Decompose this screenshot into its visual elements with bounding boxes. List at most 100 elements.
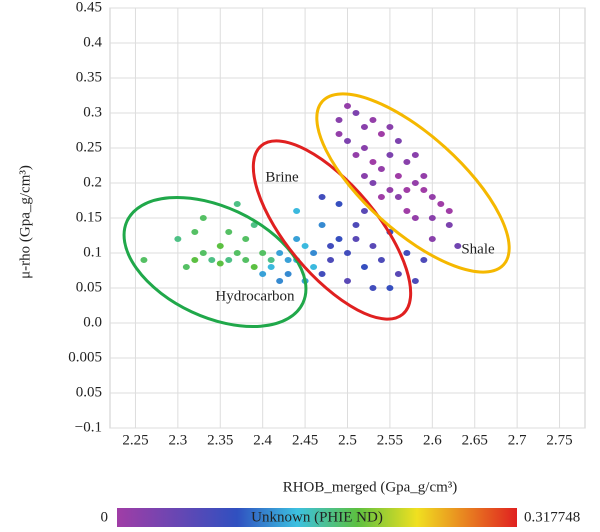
point	[174, 236, 182, 242]
point	[386, 285, 394, 291]
point	[182, 264, 190, 270]
x-axis-title: RHOB_merged (Gpa_g/cm³)	[283, 479, 458, 495]
point	[335, 236, 343, 242]
x-tick-label: 2.35	[207, 432, 233, 448]
point	[386, 152, 394, 158]
point	[411, 278, 419, 284]
point	[259, 250, 267, 256]
point	[369, 180, 377, 186]
colorbar-label: Unknown (PHIE ND)	[251, 509, 383, 525]
point	[403, 250, 411, 256]
point	[284, 271, 292, 277]
y-tick-label: 0.4	[83, 34, 102, 50]
point	[411, 215, 419, 221]
point	[454, 243, 462, 249]
point	[386, 187, 394, 193]
annotation: Hydrocarbon	[215, 288, 295, 304]
y-tick-label: 0.45	[76, 0, 102, 15]
point	[208, 257, 216, 263]
y-tick-label: 0.05	[76, 384, 102, 400]
point	[199, 250, 207, 256]
point	[293, 236, 301, 242]
point	[250, 222, 258, 228]
point	[369, 159, 377, 165]
y-tick-label: 0.35	[76, 69, 102, 85]
shale-ellipse	[315, 92, 511, 274]
point	[411, 180, 419, 186]
point	[310, 250, 318, 256]
y-tick-label: 0.3	[83, 104, 102, 120]
point	[352, 152, 360, 158]
point	[377, 194, 385, 200]
point	[428, 236, 436, 242]
x-tick-label: 2.6	[423, 432, 442, 448]
point	[403, 159, 411, 165]
point	[242, 236, 250, 242]
x-tick-label: 2.45	[292, 432, 318, 448]
point	[352, 236, 360, 242]
y-tick-label: 0.1	[83, 244, 102, 260]
point	[369, 285, 377, 291]
y-tick-label: 0.25	[76, 139, 102, 155]
point	[242, 257, 250, 263]
point	[369, 117, 377, 123]
x-tick-label: 2.65	[462, 432, 488, 448]
point	[276, 250, 284, 256]
annotation: Shale	[461, 241, 495, 257]
x-tick-label: 2.4	[253, 432, 272, 448]
point	[284, 257, 292, 263]
point	[267, 264, 275, 270]
y-tick-label: 0.2	[83, 174, 102, 190]
point	[225, 229, 233, 235]
point	[377, 257, 385, 263]
point	[437, 201, 445, 207]
point	[428, 215, 436, 221]
point	[267, 257, 275, 263]
point	[394, 138, 402, 144]
point	[335, 131, 343, 137]
point	[140, 257, 148, 263]
point	[420, 257, 428, 263]
x-tick-label: 2.25	[122, 432, 148, 448]
colorbar-max: 0.317748	[524, 509, 580, 525]
point	[335, 117, 343, 123]
point	[191, 229, 199, 235]
point	[293, 208, 301, 214]
y-tick-label: 0.15	[76, 209, 102, 225]
point	[318, 194, 326, 200]
point	[310, 264, 318, 270]
point	[420, 187, 428, 193]
hydrocarbon-ellipse	[122, 195, 308, 329]
y-tick-label: 0.005	[68, 349, 102, 365]
point	[276, 278, 284, 284]
brine-ellipse	[251, 139, 413, 321]
point	[318, 222, 326, 228]
y-tick-label: 0.05	[76, 279, 102, 295]
x-tick-label: 2.55	[377, 432, 403, 448]
colorbar-min: 0	[101, 509, 109, 525]
point	[352, 110, 360, 116]
point	[216, 260, 224, 267]
point	[394, 194, 402, 200]
point	[352, 222, 360, 228]
point	[344, 278, 351, 284]
point	[199, 215, 207, 221]
point	[250, 264, 258, 270]
x-tick-label: 2.3	[168, 432, 187, 448]
y-tick-label: 0.0	[83, 314, 102, 330]
point	[233, 250, 241, 256]
point	[403, 208, 411, 214]
point	[394, 271, 402, 277]
point	[360, 124, 368, 130]
point	[377, 131, 385, 137]
y-tick-label: −0.1	[75, 419, 102, 435]
point	[394, 173, 402, 179]
x-tick-label: 2.75	[546, 432, 572, 448]
point	[428, 194, 436, 200]
point	[344, 250, 351, 256]
point	[259, 271, 267, 277]
x-tick-label: 2.7	[508, 432, 527, 448]
point	[344, 138, 351, 144]
point	[445, 222, 453, 228]
